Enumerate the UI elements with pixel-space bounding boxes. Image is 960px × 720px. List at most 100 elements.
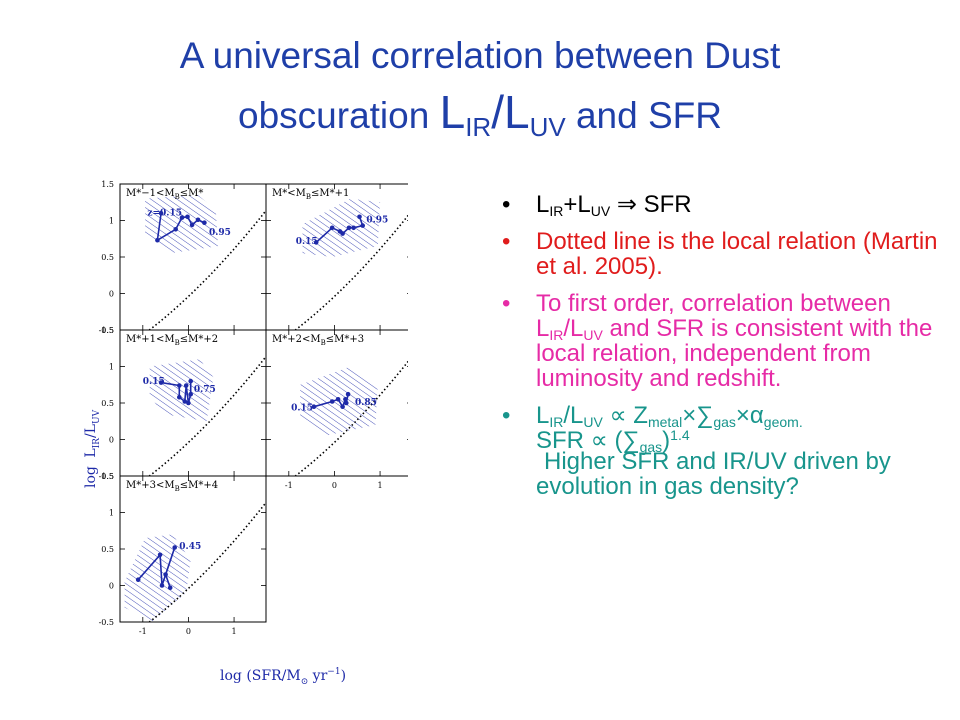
data-point xyxy=(329,225,335,231)
panel-label: M*+3<MB≤M*+4 xyxy=(126,480,218,493)
hatched-region xyxy=(302,198,381,257)
y-tick-label: 1 xyxy=(109,363,114,372)
data-point xyxy=(186,400,191,406)
b4-s1: IR xyxy=(549,414,564,430)
data-point xyxy=(188,378,193,384)
b4-line2-b: ) xyxy=(662,427,671,454)
x-label-post: ) xyxy=(341,668,346,684)
y-tick-label: 0 xyxy=(109,582,114,591)
data-point xyxy=(360,223,365,228)
x-label-mid: yr xyxy=(308,668,327,684)
data-point xyxy=(155,237,160,243)
bullet-marker: • xyxy=(502,191,511,218)
bullet-2: • Dotted line is the local relation (Mar… xyxy=(498,229,938,279)
data-point xyxy=(179,215,185,220)
y-tick-label: 0 xyxy=(109,290,114,299)
data-point xyxy=(157,552,163,558)
data-point xyxy=(172,545,177,550)
x-tick-label: 0 xyxy=(332,481,337,490)
data-point xyxy=(159,583,165,588)
data-point xyxy=(357,214,362,220)
redshift-annotation: z=0.15 xyxy=(147,208,182,218)
b4-p2: /L xyxy=(563,402,584,429)
panel-label: M*−1<MB≤M* xyxy=(126,188,203,201)
x-tick-label: 0 xyxy=(186,627,191,636)
title-line1: A universal correlation between Dust xyxy=(179,35,781,76)
local-relation-line xyxy=(294,214,408,330)
data-point xyxy=(135,577,141,582)
redshift-annotation: 0.15 xyxy=(296,237,318,247)
data-point xyxy=(311,404,317,409)
y-tick-label: -0.5 xyxy=(99,618,114,627)
panel-label: M*+1<MB≤M*+2 xyxy=(126,334,218,347)
x-tick-label: 1 xyxy=(232,627,237,636)
b4-line3: Higher SFR and IR/UV driven by evolution… xyxy=(536,448,891,500)
y-label-ir: IR xyxy=(92,438,102,449)
title-slash: / xyxy=(491,86,504,138)
b3-sub-uv: UV xyxy=(583,327,603,343)
bullet-list: • LIR+LUV ⇒ SFR • Dotted line is the loc… xyxy=(498,192,938,499)
b1-rest: ⇒ SFR xyxy=(610,191,692,218)
y-tick-label: 1.5 xyxy=(101,180,114,189)
b4-s2: UV xyxy=(583,414,603,430)
title-line2-pre: obscuration xyxy=(238,95,430,136)
data-point xyxy=(340,404,345,409)
data-point xyxy=(343,397,348,402)
data-point xyxy=(182,399,188,404)
b3-post: and SFR is consistent with the local rel… xyxy=(536,315,933,392)
b1-plus: + xyxy=(563,191,578,218)
data-point xyxy=(177,394,182,400)
panel-plot-area: z=0.15 0.95 xyxy=(145,194,266,330)
bullet-4: • LIR/LUV ∝ Zmetal×∑gas×αgeom. SFR ∝ (∑g… xyxy=(498,402,938,454)
data-point xyxy=(158,380,164,385)
local-relation-line xyxy=(148,356,266,476)
b4-s5: geom. xyxy=(763,414,803,430)
panel-p1: z=0.15 0.95 M*−1<MB≤M* 1.5 1 0.5 0 -0.5 xyxy=(99,180,267,335)
bullet-1: • LIR+LUV ⇒ SFR xyxy=(498,191,938,218)
redshift-annotation: 0.95 xyxy=(366,216,388,226)
y-tick-label: 0.5 xyxy=(101,545,114,554)
y-tick-label: 1 xyxy=(109,217,114,226)
title-sub-uv: UV xyxy=(529,112,566,142)
x-label-sup: −1 xyxy=(327,667,340,677)
data-point xyxy=(188,391,193,397)
y-label-slash: /L xyxy=(83,424,99,438)
panel-p3: 0.15 0.75 M*+1<MB≤M*+2 1.5 1 0.5 0 -0.5 xyxy=(99,326,267,481)
panel-plot-area: 0.15 0.75 xyxy=(143,356,266,476)
data-point xyxy=(329,399,335,404)
x-tick-label: -1 xyxy=(139,627,147,636)
y-label-log: log xyxy=(83,466,99,488)
bullet-marker: • xyxy=(502,290,511,317)
local-relation-line xyxy=(294,360,408,476)
y-tick-label: 0.5 xyxy=(101,253,114,262)
data-point xyxy=(183,383,189,388)
y-label-L: L xyxy=(83,448,99,457)
redshift-annotation: 0.15 xyxy=(291,403,313,413)
b4-s3: metal xyxy=(647,414,683,430)
bullet-3: • To first order, correlation between LI… xyxy=(498,291,938,391)
bullet-4-continuation: Higher SFR and IR/UV driven by evolution… xyxy=(498,449,938,499)
panel-p5: 0.45 M*+3<MB≤M*+4 1.5 1 0.5 0 -0.5 -1 0 1 xyxy=(99,472,267,636)
b3-mid: /L xyxy=(563,315,584,342)
title-line2-post: and SFR xyxy=(575,95,722,136)
x-tick-label: -1 xyxy=(285,481,293,490)
b4-s4: gas xyxy=(713,414,736,430)
y-tick-label: 0.5 xyxy=(101,399,114,408)
b4-line2-a: SFR ∝ (∑ xyxy=(536,427,640,454)
chart-figure: log LIR/LUV log (SFR/M⊙ yr−1) z=0.15 0.95… xyxy=(83,180,408,687)
data-point xyxy=(158,210,164,216)
data-point xyxy=(346,225,352,231)
local-relation-line xyxy=(148,210,266,330)
hatched-region xyxy=(145,194,219,254)
redshift-annotation: 0.15 xyxy=(143,377,165,387)
y-axis-label: log LIR/LUV xyxy=(83,409,102,488)
title-L-ir: L xyxy=(439,86,466,138)
panel-p4: 0.15 0.85 M*+2<MB≤M*+3 -1 0 1 xyxy=(265,329,408,490)
b1-L1: L xyxy=(536,191,550,218)
y-tick-label: 1 xyxy=(109,509,114,518)
redshift-annotation: 0.85 xyxy=(355,398,377,408)
panel-grid: z=0.15 0.95 M*−1<MB≤M* 1.5 1 0.5 0 -0.5 0.15 0.95… xyxy=(99,180,408,636)
b4-line2-sup: 1.4 xyxy=(670,427,690,443)
b3-sub-ir: IR xyxy=(549,327,564,343)
redshift-annotation: 0.45 xyxy=(179,542,201,552)
